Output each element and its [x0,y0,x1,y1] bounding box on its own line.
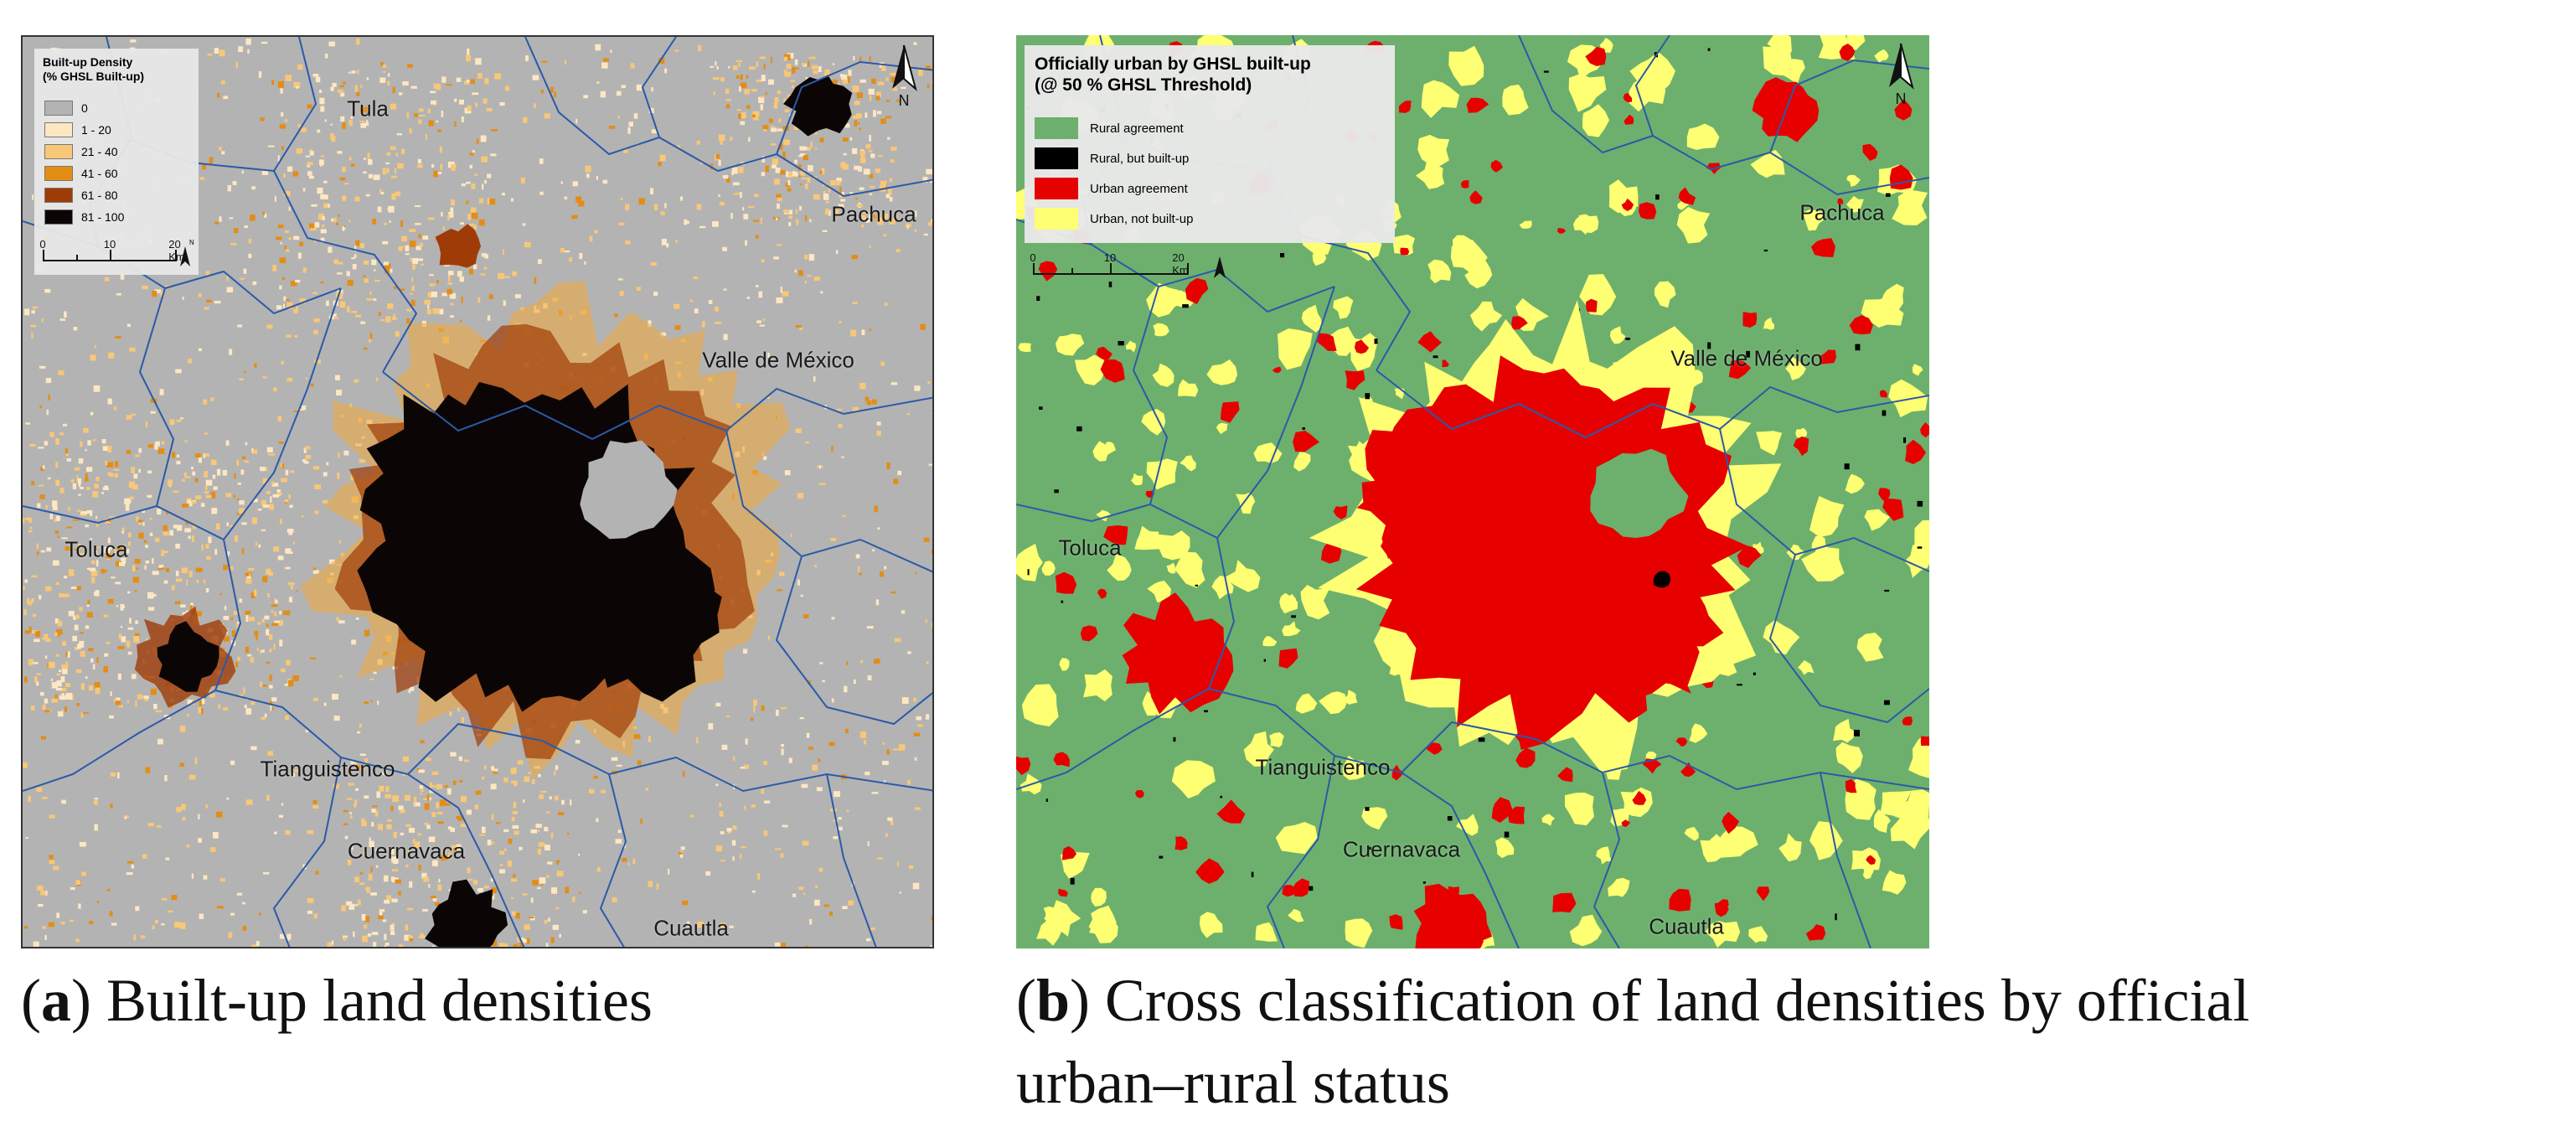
place-label-pachuca: Pachuca [831,201,916,227]
caption-b-letter: b [1035,967,1071,1034]
north-label: N [899,92,910,109]
legend-swatch [44,101,73,116]
legend-item: 0 [44,99,88,117]
legend-label: 41 - 60 [81,167,118,180]
scale-tick-label: 0 [39,238,46,251]
legend-label: Rural, but built-up [1090,151,1190,166]
legend-title: Officially urban by GHSL built-up (@ 50 … [1035,54,1311,95]
legend-title: Built-up Density (% GHSL Built-up) [43,55,145,83]
legend-swatch [1035,178,1078,199]
scale-bar: 0 10 20 Km [39,238,185,266]
classification-legend: Officially urban by GHSL built-up (@ 50 … [1025,45,1395,243]
caption-a-text: Built-up land densities [106,967,653,1034]
legend-item: Rural agreement [1035,116,1184,141]
place-label-cuautla: Cuautla [1649,913,1724,939]
place-label-cuautla: Cuautla [653,915,729,941]
caption-b-text-line2: urban–rural status [1016,1049,1450,1116]
legend-label: 0 [81,101,88,115]
legend-label: Urban, not built-up [1090,211,1194,226]
small-north-arrow-icon [1211,251,1229,282]
map-panel-cross-classification: Officially urban by GHSL built-up (@ 50 … [1016,35,1929,948]
place-label-tula: Tula [347,96,389,121]
svg-text:N: N [189,239,194,246]
map-panel-built-up-density: Built-up Density (% GHSL Built-up) 0 1 -… [21,35,934,948]
caption-b-text-line1: Cross classification of land densities b… [1105,967,2250,1034]
legend-item: 61 - 80 [44,186,118,204]
legend-swatch [1035,117,1078,139]
built-up-density-map [23,37,932,947]
caption-a-letter: a [40,967,71,1034]
place-label-valle-de-mexico: Valle de México [702,347,854,373]
place-label-pachuca: Pachuca [1799,199,1885,225]
scale-tick-label: 0 [1030,251,1036,264]
place-label-toluca: Toluca [65,536,128,562]
place-label-valle-de-mexico: Valle de México [1670,345,1823,371]
scale-tick-label: 10 [1103,251,1117,264]
legend-item: Urban agreement [1035,176,1188,201]
scale-bar: 0 10 20 Km [1030,251,1192,280]
caption-b: (b) Cross classification of land densiti… [1016,967,2250,1034]
legend-item: 1 - 20 [44,121,111,139]
place-label-cuernavaca: Cuernavaca [347,838,466,864]
legend-label: 61 - 80 [81,189,118,202]
north-arrow-icon: N [1882,40,1919,107]
legend-swatch [1035,147,1078,169]
caption-a: (a) Built-up land densities [21,967,653,1034]
legend-label: Urban agreement [1090,181,1188,196]
place-label-cuernavaca: Cuernavaca [1342,836,1461,862]
caption-b-line2: urban–rural status [1016,1046,1450,1119]
legend-item: 21 - 40 [44,142,118,161]
legend-swatch [44,122,73,137]
legend-label: 1 - 20 [81,123,111,137]
north-label: N [1896,90,1907,107]
legend-item: 41 - 60 [44,164,118,183]
legend-item: Rural, but built-up [1035,146,1189,171]
legend-item: 81 - 100 [44,208,124,226]
density-legend: Built-up Density (% GHSL Built-up) 0 1 -… [34,49,199,275]
north-arrow-icon: N [885,42,922,109]
place-label-tianguistenco: Tianguistenco [260,756,395,782]
legend-swatch [44,209,73,225]
place-label-toluca: Toluca [1058,535,1122,561]
small-north-arrow-icon: N [178,238,197,268]
legend-swatch [44,188,73,203]
legend-swatch [44,144,73,159]
place-label-tianguistenco: Tianguistenco [1255,754,1391,780]
legend-swatch [44,166,73,181]
legend-label: 21 - 40 [81,145,118,158]
legend-swatch [1035,208,1078,230]
scale-tick-label: 10 [103,238,116,251]
legend-label: Rural agreement [1090,121,1184,136]
legend-item: Urban, not built-up [1035,206,1193,231]
legend-label: 81 - 100 [81,210,125,224]
